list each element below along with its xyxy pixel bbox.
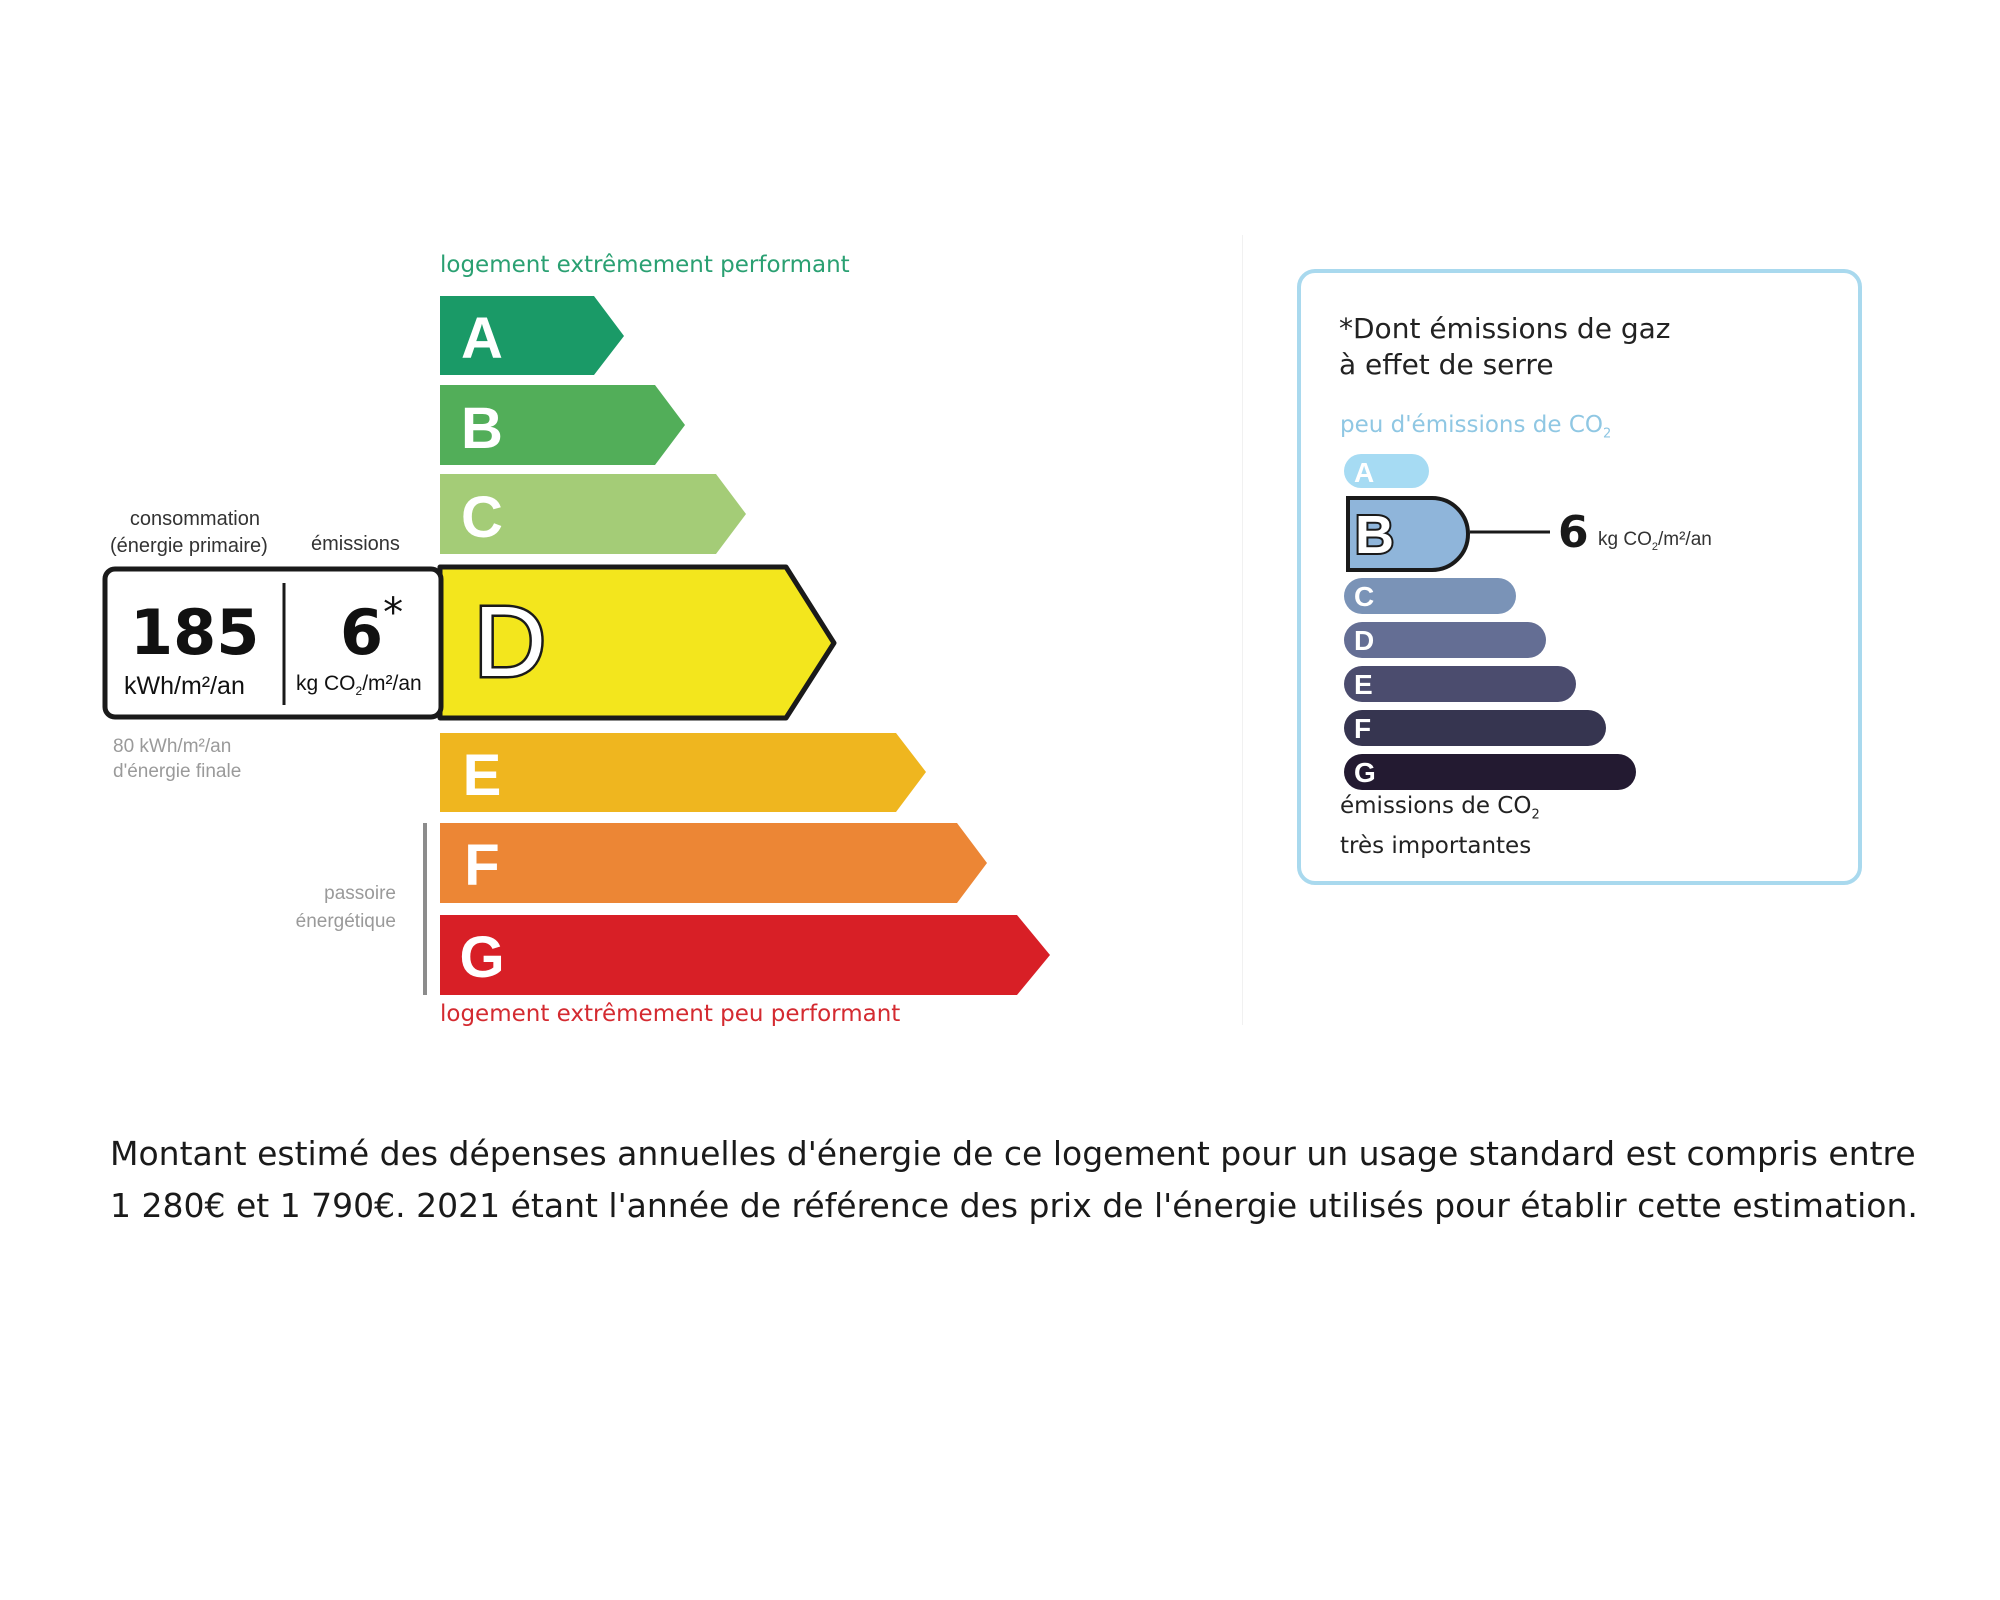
ges-letter-b-current: B: [1355, 505, 1394, 565]
ges-bar-d: [1344, 622, 1546, 658]
energy-bar-c: [440, 474, 746, 554]
ges-letter-e: E: [1354, 669, 1373, 700]
energy-letter-a: A: [461, 306, 503, 371]
energy-bar-b: [440, 385, 685, 465]
ges-bar-c: [1344, 578, 1516, 614]
ges-bottom-caption-line2: très importantes: [1340, 832, 1532, 859]
energy-bar-e: [440, 733, 926, 812]
ges-title: *Dont émissions de gaz à effet de serre: [1339, 311, 1670, 383]
consumption-unit: kWh/m²/an: [124, 672, 245, 700]
energy-letter-g: G: [459, 925, 504, 990]
energy-top-caption: logement extrêmement performant: [440, 252, 850, 278]
ges-bar-b: [1346, 496, 1470, 572]
energy-letter-b: B: [461, 396, 503, 461]
ges-unit: kg CO2/m²/an: [1598, 529, 1712, 553]
final-energy-line2: d'énergie finale: [113, 761, 242, 782]
energy-bottom-caption: logement extrêmement peu performant: [440, 1001, 901, 1027]
ges-class-bars: [1344, 454, 1636, 790]
cost-estimate-line2: 1 280€ et 1 790€. 2021 étant l'année de …: [110, 1186, 1918, 1225]
energy-letter-c: C: [461, 485, 503, 550]
ges-letter-f: F: [1354, 713, 1371, 744]
energy-bar-f: [440, 823, 987, 903]
ges-bar-e: [1344, 666, 1576, 702]
energy-letter-e: E: [463, 743, 502, 808]
ges-bottom-caption-line1: émissions de CO2: [1340, 793, 1540, 823]
ges-title-line2: à effet de serre: [1339, 348, 1554, 381]
ges-bottom-caption: émissions de CO2 très importantes: [1340, 791, 1540, 862]
ges-bar-a: [1344, 454, 1429, 488]
ges-letter-d: D: [1354, 625, 1374, 656]
passoire-label: passoire énergétique: [262, 880, 396, 936]
cost-estimate-text: Montant estimé des dépenses annuelles d'…: [110, 1128, 1918, 1232]
emissions-asterisk: *: [383, 590, 404, 636]
consumption-header-line1: consommation: [129, 508, 260, 530]
ges-value: 6: [1558, 507, 1589, 558]
cost-estimate-line1: Montant estimé des dépenses annuelles d'…: [110, 1134, 1916, 1173]
panel-divider: [1242, 235, 1243, 1025]
ges-title-asterisk: *: [1339, 312, 1353, 345]
ges-bar-f: [1344, 710, 1606, 746]
ges-letter-a: A: [1354, 457, 1374, 488]
energy-bar-a: [440, 296, 624, 375]
emissions-header: émissions: [311, 533, 400, 555]
emissions-value: 6*: [340, 590, 403, 669]
passoire-line1: passoire: [324, 883, 396, 904]
ges-letter-g: G: [1354, 757, 1376, 788]
consumption-header: consommation (énergie primaire): [110, 506, 268, 560]
final-energy-line1: 80 kWh/m²/an: [113, 736, 232, 757]
energy-letter-d-current: D: [474, 586, 546, 698]
passoire-bar: [423, 823, 427, 995]
dpe-value-box: [102, 566, 444, 720]
ges-letter-c: C: [1354, 581, 1374, 612]
ges-panel: [1297, 269, 1862, 885]
energy-bar-g: [440, 915, 1050, 995]
ges-top-caption: peu d'émissions de CO2: [1340, 412, 1612, 442]
energy-letter-f: F: [464, 833, 499, 898]
energy-class-bars: [437, 296, 1050, 995]
ges-bar-g: [1344, 754, 1636, 790]
final-energy-note: 80 kWh/m²/an d'énergie finale: [113, 734, 241, 784]
consumption-value: 185: [130, 596, 260, 669]
emissions-unit: kg CO2/m²/an: [296, 672, 422, 699]
consumption-header-line2: (énergie primaire): [110, 535, 268, 557]
emissions-number: 6: [340, 596, 384, 669]
ges-title-line1: Dont émissions de gaz: [1353, 312, 1671, 345]
passoire-line2: énergétique: [295, 911, 396, 932]
